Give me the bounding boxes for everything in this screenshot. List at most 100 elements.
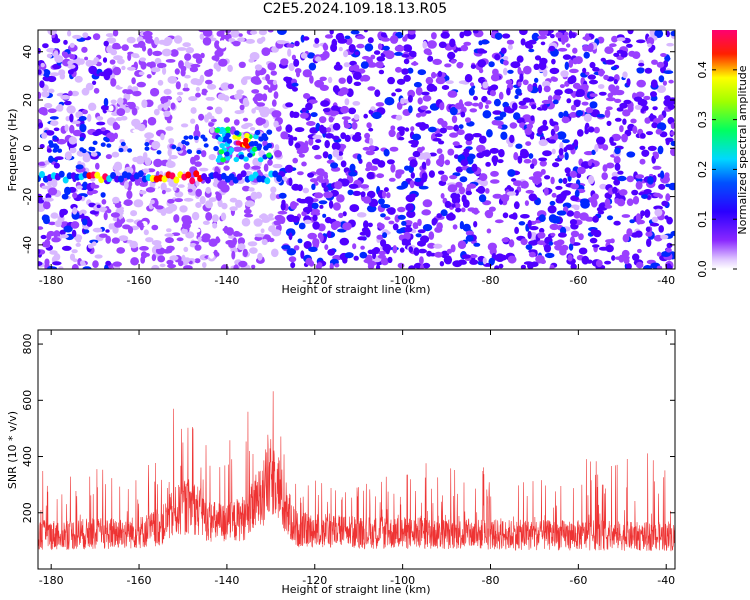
- spectrogram-cell: [198, 114, 204, 121]
- spectrogram-cell: [113, 261, 122, 266]
- spectrogram-cell: [127, 67, 136, 71]
- spectrogram-cell: [363, 196, 372, 204]
- spectrogram-cell: [604, 261, 611, 265]
- spectrogram-cell: [550, 265, 555, 272]
- spectrogram-cell: [579, 212, 589, 221]
- spectrogram-cell: [602, 144, 608, 150]
- spectrogram-cell: [195, 189, 202, 197]
- spectrogram-cell: [403, 44, 412, 52]
- spectrogram-cell: [656, 129, 662, 135]
- spectrogram-cell: [157, 63, 167, 69]
- spectrogram-cell: [381, 32, 387, 37]
- spectrogram-cell: [139, 57, 146, 61]
- cluster-cell: [267, 143, 273, 148]
- spectrogram-cell: [461, 260, 467, 265]
- spectrogram-cell: [525, 128, 533, 135]
- spectrogram-cell: [133, 134, 139, 140]
- spectrogram-cell: [490, 179, 500, 184]
- spectrogram-cell: [303, 36, 310, 40]
- spectrogram-cell: [244, 163, 250, 170]
- spectrogram-cell: [205, 187, 211, 194]
- spectrogram-cell: [208, 69, 213, 73]
- spectrogram-cell: [560, 84, 565, 88]
- spectrogram-cell: [239, 62, 246, 68]
- spectrogram-cell: [94, 88, 100, 94]
- spectrogram-cell: [568, 254, 573, 261]
- spot-cell: [93, 141, 98, 145]
- spectrogram-cell: [52, 38, 61, 44]
- spectrogram-cell: [354, 114, 360, 120]
- spectrogram-cell: [363, 220, 369, 229]
- spectrogram-cell: [297, 198, 302, 202]
- spectrogram-cell: [525, 141, 531, 146]
- spectrogram-cell: [588, 176, 594, 185]
- spectrogram-cell: [558, 112, 563, 118]
- spectrogram-cell: [611, 36, 618, 43]
- spectrogram-cell: [398, 137, 404, 141]
- spectrogram-cell: [612, 187, 618, 194]
- spectrogram-cell: [203, 37, 212, 46]
- spectrogram-cell: [344, 123, 351, 128]
- spectrogram-cell: [157, 255, 165, 262]
- spectrogram-cell: [378, 43, 382, 50]
- spectrogram-cell: [539, 61, 547, 70]
- spectrogram-cell: [330, 162, 338, 168]
- spectrogram-cell: [553, 241, 562, 246]
- spectrogram-cell: [328, 77, 332, 83]
- spectrogram-cell: [521, 238, 528, 245]
- spectrogram-cell: [372, 158, 381, 164]
- spectrogram-cell: [110, 78, 116, 87]
- spectrogram-cell: [638, 63, 644, 67]
- spectrogram-cell: [450, 59, 456, 63]
- spectrogram-cell: [554, 89, 563, 95]
- spectrogram-cell: [323, 43, 327, 51]
- spectrogram-cell: [72, 230, 77, 238]
- spectrogram-cell: [422, 162, 427, 170]
- spectrogram-cell: [668, 97, 678, 104]
- spectrogram-cell: [325, 133, 334, 139]
- spectrogram-cell: [427, 56, 433, 62]
- spectrogram-cell: [334, 263, 339, 267]
- spectrogram-cell: [66, 105, 75, 113]
- spectrogram-cell: [592, 244, 600, 248]
- spectrogram-cell: [666, 138, 670, 145]
- spectrogram-cell: [515, 88, 521, 95]
- spectrogram-cell: [614, 99, 621, 103]
- spectrogram-cell: [503, 212, 509, 218]
- spot-cell: [82, 149, 87, 153]
- spectrogram-cell: [217, 31, 224, 37]
- spectrogram-cell: [376, 173, 384, 178]
- spectrogram-cell: [650, 113, 654, 122]
- spectrogram-cell: [304, 196, 313, 204]
- spectrogram-cell: [425, 110, 431, 114]
- spectrogram-cell: [83, 154, 91, 162]
- spectrogram-cell: [384, 97, 394, 105]
- spectrogram-cell: [458, 240, 466, 249]
- cluster-cell: [243, 157, 249, 162]
- spectrogram-cell: [63, 52, 68, 59]
- spectrogram-cell: [300, 250, 304, 259]
- colorbar-label: Normalized spectral amplitude: [736, 65, 749, 234]
- spectrogram-cell: [122, 44, 129, 51]
- spectrogram-cell: [174, 198, 183, 202]
- spectrogram-cell: [421, 146, 425, 150]
- spectrogram-cell: [646, 238, 651, 247]
- spectrogram-cell: [452, 115, 457, 123]
- spectrogram-cell: [384, 216, 390, 220]
- spectrogram-cell: [570, 75, 577, 83]
- spectrogram-cell: [410, 159, 418, 167]
- spectrogram-cell: [178, 260, 183, 266]
- spectrogram-cell: [140, 222, 144, 230]
- spectrogram-cell: [112, 197, 120, 204]
- spectrogram-cell: [575, 56, 583, 64]
- spectrogram-cell: [317, 262, 323, 267]
- spectrogram-cell: [531, 104, 536, 109]
- spot-cell: [103, 137, 108, 141]
- spectrogram-cell: [615, 163, 621, 171]
- x-tick-label: -140: [214, 274, 239, 287]
- spectrogram-cell: [87, 114, 91, 122]
- band-cell: [138, 170, 144, 177]
- spectrogram-cell: [110, 49, 117, 55]
- spectrogram-cell: [636, 213, 641, 221]
- spectrogram-cell: [209, 154, 216, 160]
